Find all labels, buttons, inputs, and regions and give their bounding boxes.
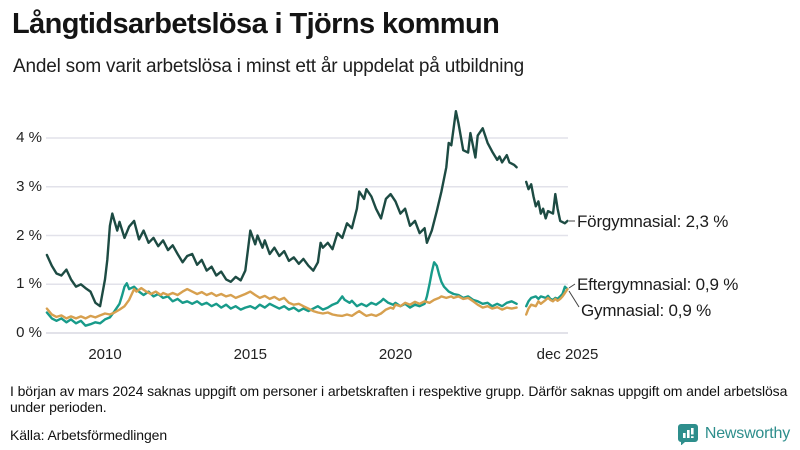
y-tick-4pct: 4 % [16,129,42,146]
line-gymnasial [525,287,569,316]
line-förgymnasial [525,180,569,225]
page-subtitle: Andel som varit arbetslösa i minst ett å… [13,56,525,77]
y-tick-2pct: 2 % [16,226,42,244]
data-gap-footnote: I början av mars 2024 saknas uppgift om … [10,383,788,416]
series-end-label-forgymnasial: Förgymnasial: 2,3 % [577,212,729,231]
line-eftergymnasial [525,285,569,308]
line-eftergymnasial [45,261,518,327]
y-tick-0pct: 0 % [16,324,42,341]
series-end-label-eftergymnasial: Eftergymnasial: 0,9 % [577,275,739,294]
source-attribution: Källa: Arbetsförmedlingen [10,427,168,443]
label-connector-eftergymnasial [568,283,576,289]
y-tick-3pct: 3 % [16,177,42,195]
newsworthy-brand: Newsworthy [677,423,790,445]
newsworthy-logo-text: Newsworthy [704,425,790,442]
x-tick-2010: 2010 [88,346,122,363]
x-tick-dec-2025: dec 2025 [536,346,599,363]
line-förgymnasial [45,109,518,308]
y-tick-1pct: 1 % [16,275,42,293]
series-end-label-gymnasial: Gymnasial: 0,9 % [581,301,712,320]
newsworthy-logo-icon [677,423,699,445]
line-gymnasial [45,286,518,320]
x-tick-2015: 2015 [233,346,267,363]
page-title: Långtidsarbetslösa i Tjörns kommun [12,8,500,40]
x-tick-2020: 2020 [378,346,413,363]
